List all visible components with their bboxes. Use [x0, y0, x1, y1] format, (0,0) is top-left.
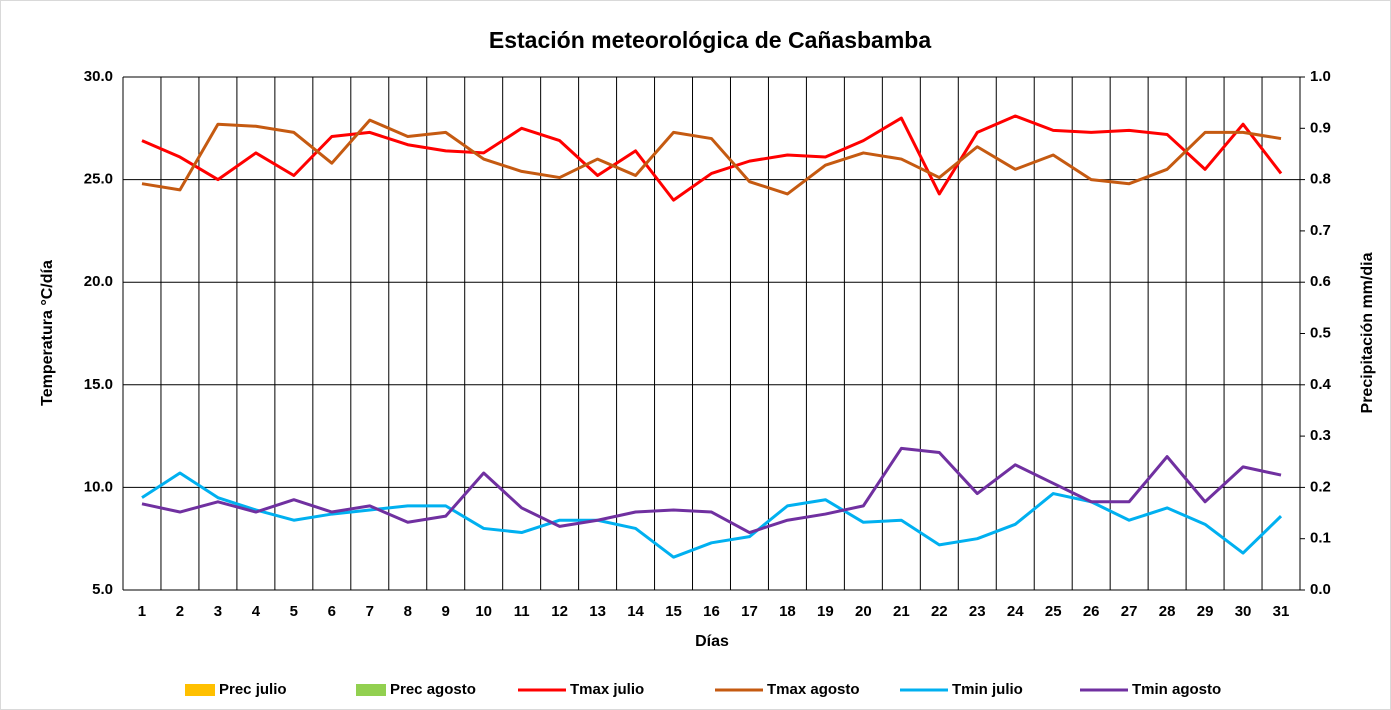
x-tick-label: 2: [176, 603, 184, 620]
x-tick-label: 21: [893, 603, 910, 620]
x-tick-label: 13: [589, 603, 606, 620]
x-tick-label: 29: [1197, 603, 1214, 620]
x-tick-label: 11: [514, 603, 530, 620]
x-tick-label: 1: [138, 603, 146, 620]
x-tick-label: 3: [214, 603, 222, 620]
x-tick-label: 25: [1045, 603, 1062, 620]
y-tick-label: 5.0: [92, 581, 113, 598]
y2-tick-label: 0.9: [1310, 119, 1331, 136]
x-tick-label: 7: [366, 603, 374, 620]
x-tick-label: 30: [1235, 603, 1252, 620]
x-tick-label: 26: [1083, 603, 1100, 620]
y-tick-label: 15.0: [84, 376, 113, 393]
x-tick-label: 6: [328, 603, 336, 620]
y2-tick-label: 0.6: [1310, 273, 1331, 290]
y2-tick-label: 0.1: [1310, 530, 1331, 547]
x-tick-label: 28: [1159, 603, 1176, 620]
line-series: [141, 446, 1282, 535]
x-tick-label: 10: [475, 603, 492, 620]
x-tick-label: 27: [1121, 603, 1138, 620]
y2-tick-label: 0.5: [1310, 324, 1331, 341]
legend-label: Prec julio: [219, 681, 287, 698]
y2-axis-title: Precipitación mm/dia: [1359, 252, 1376, 413]
legend-label: Tmax julio: [570, 681, 644, 698]
legend-swatch: [185, 684, 215, 696]
x-tick-label: 17: [741, 603, 758, 620]
y-tick-label: 20.0: [84, 273, 113, 290]
x-tick-label: 14: [627, 603, 644, 620]
x-tick-label: 15: [665, 603, 682, 620]
x-tick-label: 12: [551, 603, 568, 620]
x-tick-label: 22: [931, 603, 948, 620]
x-tick-label: 19: [817, 603, 834, 620]
y-tick-label: 25.0: [84, 171, 113, 188]
legend-label: Tmin julio: [952, 681, 1023, 698]
line-series: [141, 118, 1282, 196]
legend-label: Tmin agosto: [1132, 681, 1221, 698]
x-tick-label: 31: [1273, 603, 1290, 620]
y-tick-label: 30.0: [84, 68, 113, 85]
y2-tick-label: 0.0: [1310, 581, 1331, 598]
y-tick-label: 10.0: [84, 478, 113, 495]
y2-tick-label: 0.8: [1310, 171, 1331, 188]
legend-label: Prec agosto: [390, 681, 476, 698]
legend-label: Tmax agosto: [767, 681, 860, 698]
chart-title: Estación meteorológica de Cañasbamba: [489, 27, 931, 53]
x-tick-label: 18: [779, 603, 796, 620]
x-tick-label: 16: [703, 603, 720, 620]
x-tick-label: 8: [404, 603, 412, 620]
x-tick-label: 5: [290, 603, 298, 620]
x-tick-label: 23: [969, 603, 986, 620]
y2-tick-label: 1.0: [1310, 68, 1331, 85]
x-tick-label: 24: [1007, 603, 1024, 620]
y2-tick-label: 0.3: [1310, 427, 1331, 444]
y-axis-title: Temperatura °C/día: [39, 260, 56, 406]
line-series: [141, 114, 1283, 202]
y2-tick-label: 0.4: [1310, 376, 1332, 393]
x-tick-label: 9: [442, 603, 450, 620]
y2-tick-label: 0.2: [1310, 478, 1331, 495]
x-tick-label: 4: [252, 603, 261, 620]
x-axis-title: Días: [695, 633, 729, 650]
y2-tick-label: 0.7: [1310, 222, 1331, 239]
legend-swatch: [356, 684, 386, 696]
x-tick-label: 20: [855, 603, 872, 620]
